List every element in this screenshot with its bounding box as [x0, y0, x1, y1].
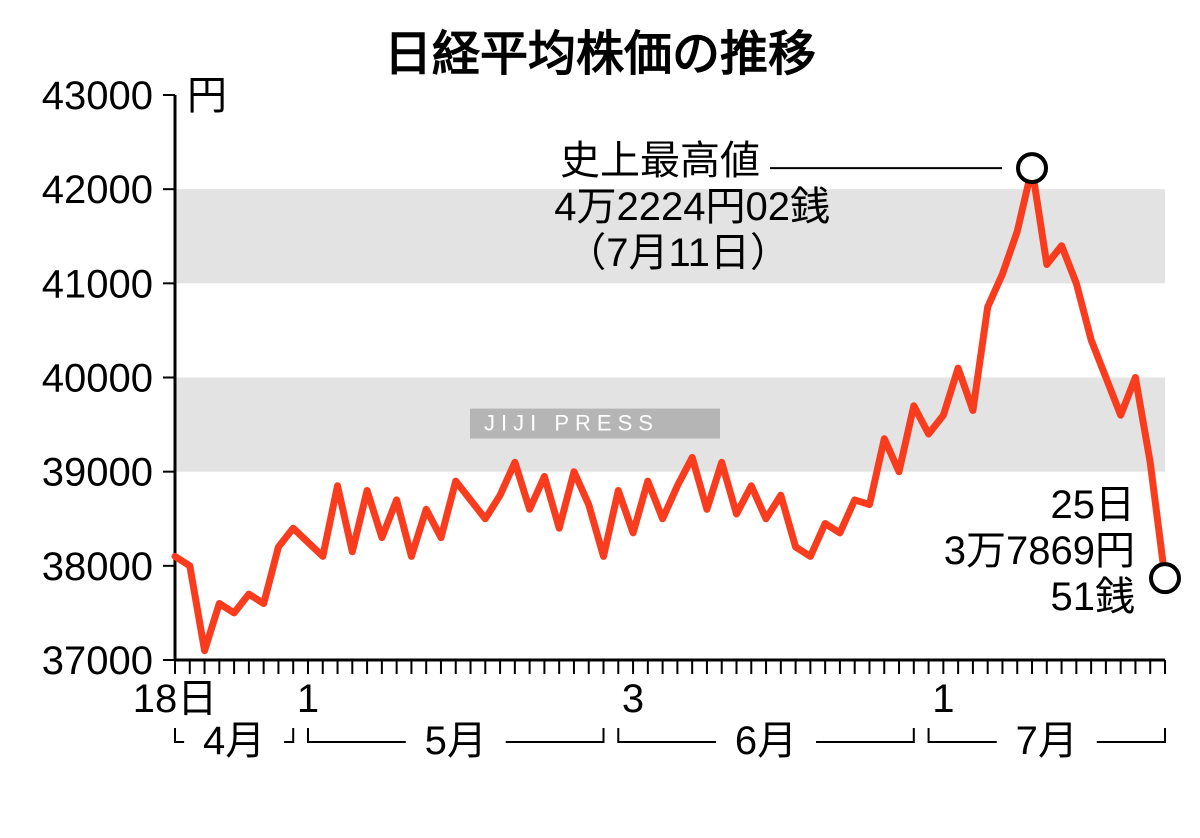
- y-tick-label: 40000: [42, 357, 153, 401]
- y-tick-label: 38000: [42, 545, 153, 589]
- y-tick-label: 42000: [42, 168, 153, 212]
- x-day-label: 18日: [133, 677, 218, 721]
- x-month-label: 6月: [735, 719, 797, 763]
- y-tick-label: 43000: [42, 74, 153, 118]
- end-annotation-line1: 25日: [1051, 483, 1136, 527]
- x-month-label: 7月: [1016, 719, 1078, 763]
- peak-marker: [1018, 154, 1046, 182]
- peak-annotation-line3: （7月11日）: [566, 231, 790, 275]
- x-day-label: 1: [932, 677, 954, 721]
- watermark: JIJI PRESS: [484, 411, 659, 436]
- peak-annotation-line2: 4万2224円02銭: [554, 185, 830, 229]
- x-day-label: 3: [622, 677, 644, 721]
- y-tick-label: 41000: [42, 262, 153, 306]
- end-marker: [1151, 564, 1179, 592]
- x-month-label: 4月: [203, 719, 265, 763]
- y-unit-label: 円: [187, 74, 227, 118]
- y-tick-label: 39000: [42, 451, 153, 495]
- nikkei-line-chart: JIJI PRESS370003800039000400004100042000…: [0, 0, 1200, 838]
- end-annotation-line2: 3万7869円: [944, 529, 1135, 573]
- x-month-label: 5月: [425, 719, 487, 763]
- peak-annotation-line1: 史上最高値: [560, 139, 760, 183]
- x-day-label: 1: [297, 677, 319, 721]
- end-annotation-line3: 51銭: [1051, 575, 1136, 619]
- chart-title: 日経平均株価の推移: [384, 28, 816, 81]
- chart-container: JIJI PRESS370003800039000400004100042000…: [0, 0, 1200, 838]
